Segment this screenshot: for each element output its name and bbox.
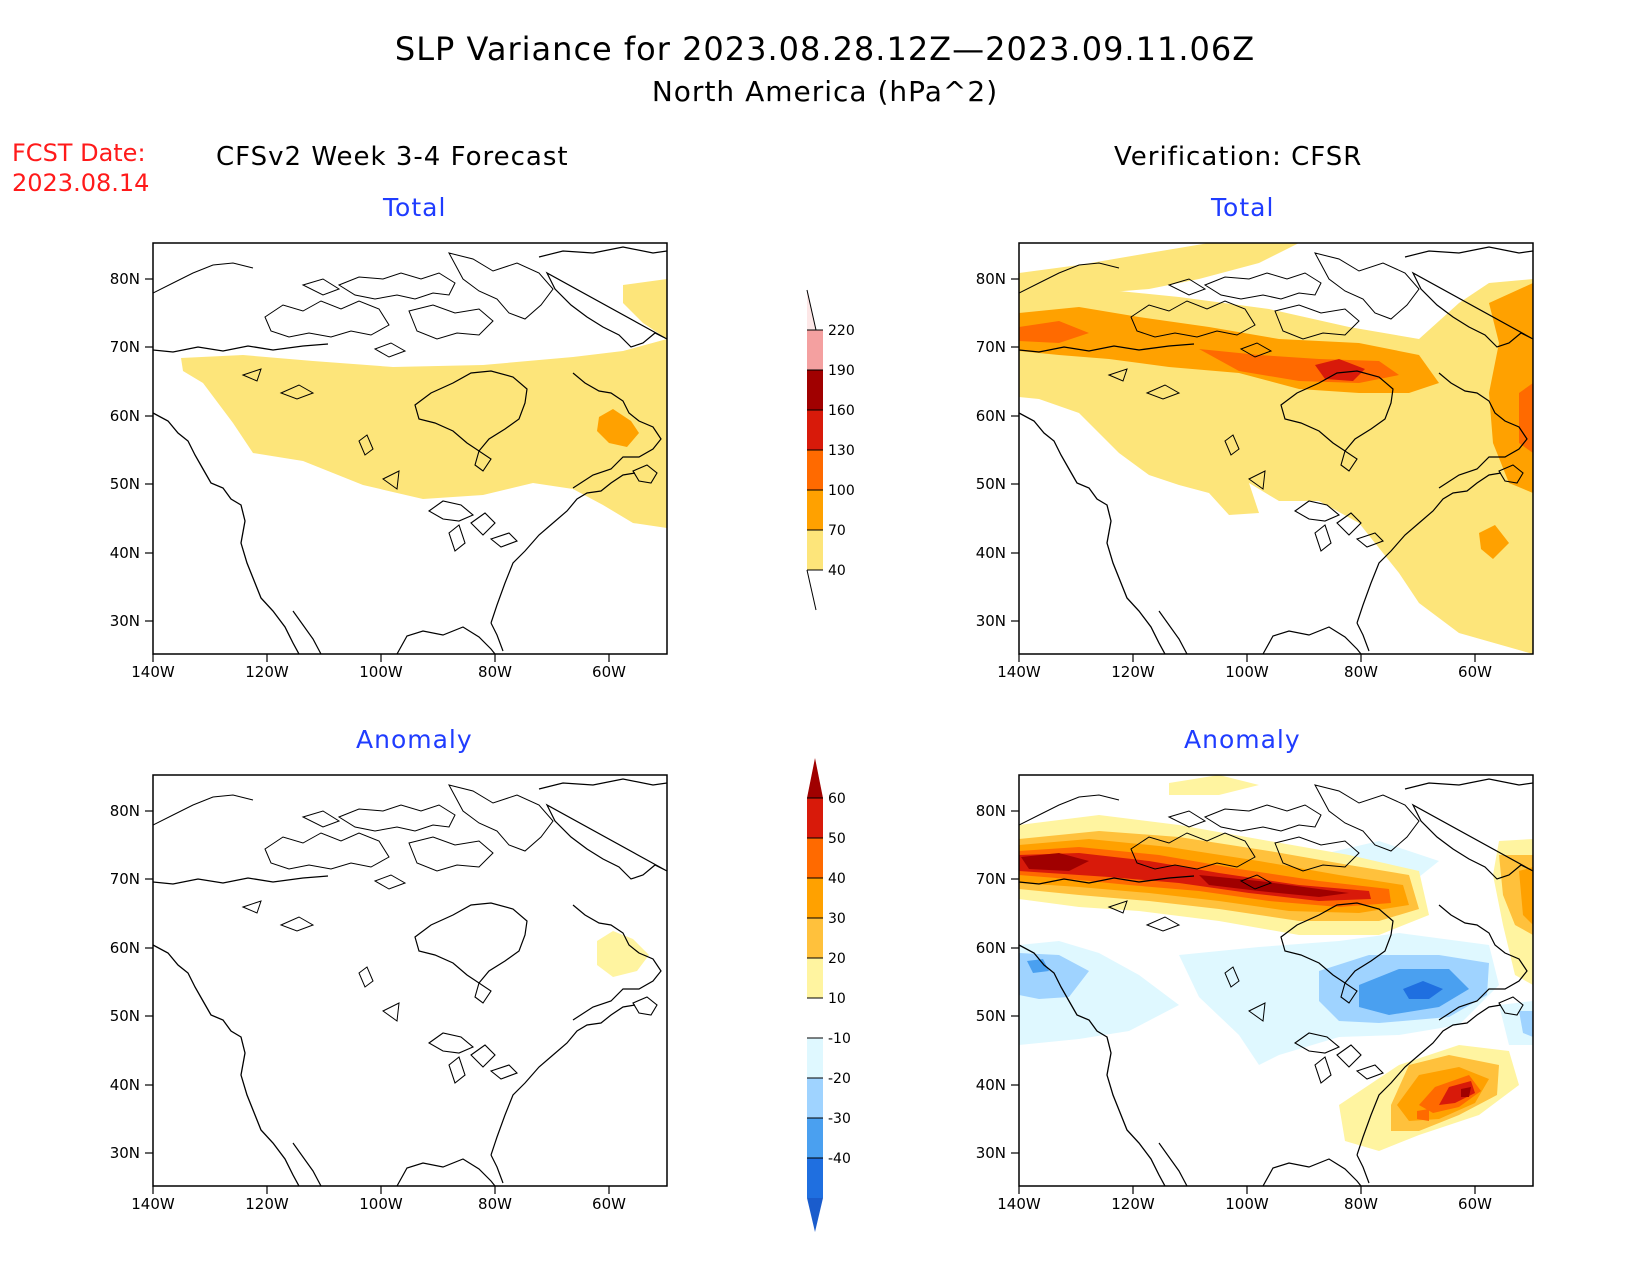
colorbar-total-label: 70	[828, 523, 846, 539]
panel-subtitle-verif-total: Total	[1211, 193, 1275, 222]
lon-label: 120W	[1111, 1195, 1155, 1213]
lat-label: 40N	[976, 544, 1006, 562]
lat-label: 50N	[976, 1007, 1006, 1025]
colorbar-total-swatch-40	[807, 530, 823, 570]
left-column-title: CFSv2 Week 3-4 Forecast	[216, 142, 569, 172]
lon-label: 80W	[1344, 1195, 1378, 1213]
lat-label: 50N	[110, 1007, 140, 1025]
right-column-title: Verification: CFSR	[1114, 142, 1363, 172]
panel-subtitle-fcst-anomaly: Anomaly	[356, 725, 473, 754]
lat-label: 50N	[110, 475, 140, 493]
lon-label: 100W	[359, 663, 403, 681]
lat-label: 70N	[110, 870, 140, 888]
map-panel-fcst-anomaly	[144, 774, 668, 1195]
colorbar-total-swatch-160	[807, 370, 823, 410]
lon-label: 80W	[478, 1195, 512, 1213]
colorbar-total-label: 40	[828, 563, 846, 579]
lon-label: 100W	[1225, 663, 1269, 681]
lat-label: 60N	[976, 939, 1006, 957]
lat-label: 70N	[976, 338, 1006, 356]
panel-subtitle-fcst-total: Total	[383, 193, 447, 222]
colorbar-total: 220 190 160 130 100 70 40	[806, 289, 855, 611]
colorbar-anomaly-swatch-minus30	[807, 1118, 823, 1158]
fcst-date-label: FCST Date:	[12, 139, 146, 167]
colorbar-anomaly-label: 60	[828, 791, 846, 807]
colorbar-anomaly-label: 30	[828, 911, 846, 927]
lon-label: 120W	[245, 1195, 289, 1213]
lat-label: 30N	[976, 612, 1006, 630]
colorbar-anomaly-label: -30	[828, 1111, 851, 1127]
fcst-date-block: FCST Date: 2023.08.14	[12, 138, 149, 198]
lat-label: 30N	[110, 1144, 140, 1162]
lat-label: 60N	[110, 407, 140, 425]
colorbar-anomaly: 60 50 40 30 20 10 -10 -20 -30 -40	[807, 758, 851, 1232]
colorbar-anomaly-swatch-30	[807, 878, 823, 918]
colorbar-total-label: 160	[828, 403, 855, 419]
axis-labels-fcst-total: 140W 120W 100W 80W 60W 80N 70N 60N 50N 4…	[110, 270, 626, 681]
axis-labels-fcst-anomaly: 140W 120W 100W 80W 60W 80N 70N 60N 50N 4…	[110, 802, 626, 1213]
lon-label: 140W	[131, 1195, 175, 1213]
main-subtitle: North America (hPa^2)	[651, 75, 999, 108]
lat-label: 80N	[110, 270, 140, 288]
lat-label: 40N	[110, 1076, 140, 1094]
lat-label: 80N	[976, 270, 1006, 288]
lon-label: 120W	[1111, 663, 1155, 681]
map-panel-verif-anomaly	[1010, 774, 1534, 1195]
colorbar-anomaly-swatch-minus20	[807, 1078, 823, 1118]
lon-label: 140W	[997, 1195, 1041, 1213]
lat-label: 40N	[976, 1076, 1006, 1094]
colorbar-anomaly-label: 40	[828, 871, 846, 887]
axis-labels-verif-total: 140W 120W 100W 80W 60W 80N 70N 60N 50N 4…	[976, 270, 1492, 681]
lon-label: 60W	[1458, 663, 1492, 681]
colorbar-total-swatch-100	[807, 450, 823, 490]
lat-label: 80N	[976, 802, 1006, 820]
fcst-date-value: 2023.08.14	[12, 169, 150, 197]
colorbar-anomaly-swatch-40	[807, 838, 823, 878]
lat-label: 80N	[110, 802, 140, 820]
lat-label: 50N	[976, 475, 1006, 493]
lon-label: 60W	[592, 663, 626, 681]
colorbar-anomaly-swatch-minus10	[807, 1038, 823, 1078]
lat-label: 30N	[110, 612, 140, 630]
lat-label: 60N	[976, 407, 1006, 425]
colorbar-anomaly-label: 20	[828, 951, 846, 967]
panel-subtitle-verif-anomaly: Anomaly	[1184, 725, 1301, 754]
colorbar-anomaly-swatch-20	[807, 918, 823, 958]
lat-label: 30N	[976, 1144, 1006, 1162]
colorbar-total-label: 190	[828, 363, 855, 379]
lon-label: 80W	[1344, 663, 1378, 681]
lat-label: 70N	[976, 870, 1006, 888]
lon-label: 100W	[359, 1195, 403, 1213]
lat-label: 40N	[110, 544, 140, 562]
colorbar-anomaly-label: 10	[828, 991, 846, 1007]
colorbar-total-label: 100	[828, 483, 855, 499]
colorbar-anomaly-swatch-neutral	[807, 998, 823, 1038]
lon-label: 100W	[1225, 1195, 1269, 1213]
map-panel-fcst-total	[144, 242, 668, 663]
lat-label: 60N	[110, 939, 140, 957]
colorbar-total-swatch-70	[807, 490, 823, 530]
colorbar-anomaly-label: -10	[828, 1031, 851, 1047]
axis-labels-verif-anomaly: 140W 120W 100W 80W 60W 80N 70N 60N 50N 4…	[976, 802, 1492, 1213]
lat-label: 70N	[110, 338, 140, 356]
lon-label: 60W	[1458, 1195, 1492, 1213]
colorbar-anomaly-swatch-50	[807, 798, 823, 838]
colorbar-anomaly-label: -20	[828, 1071, 851, 1087]
colorbar-anomaly-swatch-10	[807, 958, 823, 998]
colorbar-anomaly-label: 50	[828, 831, 846, 847]
lon-label: 140W	[997, 663, 1041, 681]
lon-label: 80W	[478, 663, 512, 681]
lon-label: 60W	[592, 1195, 626, 1213]
colorbar-anomaly-swatch-minus40	[807, 1158, 823, 1198]
main-title: SLP Variance for 2023.08.28.12Z—2023.09.…	[394, 30, 1256, 68]
colorbar-anomaly-label: -40	[828, 1151, 851, 1167]
colorbar-total-swatch-190	[807, 330, 823, 370]
colorbar-total-swatch-130	[807, 410, 823, 450]
colorbar-total-label: 220	[828, 323, 855, 339]
lon-label: 140W	[131, 663, 175, 681]
map-panel-verif-total	[1010, 242, 1534, 663]
colorbar-total-label: 130	[828, 443, 855, 459]
lon-label: 120W	[245, 663, 289, 681]
